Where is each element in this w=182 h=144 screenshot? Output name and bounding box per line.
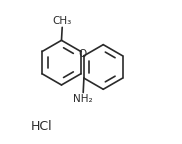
Text: CH₃: CH₃: [53, 16, 72, 26]
Text: HCl: HCl: [31, 120, 52, 133]
Text: NH₂: NH₂: [73, 94, 93, 104]
Text: O: O: [78, 49, 86, 59]
